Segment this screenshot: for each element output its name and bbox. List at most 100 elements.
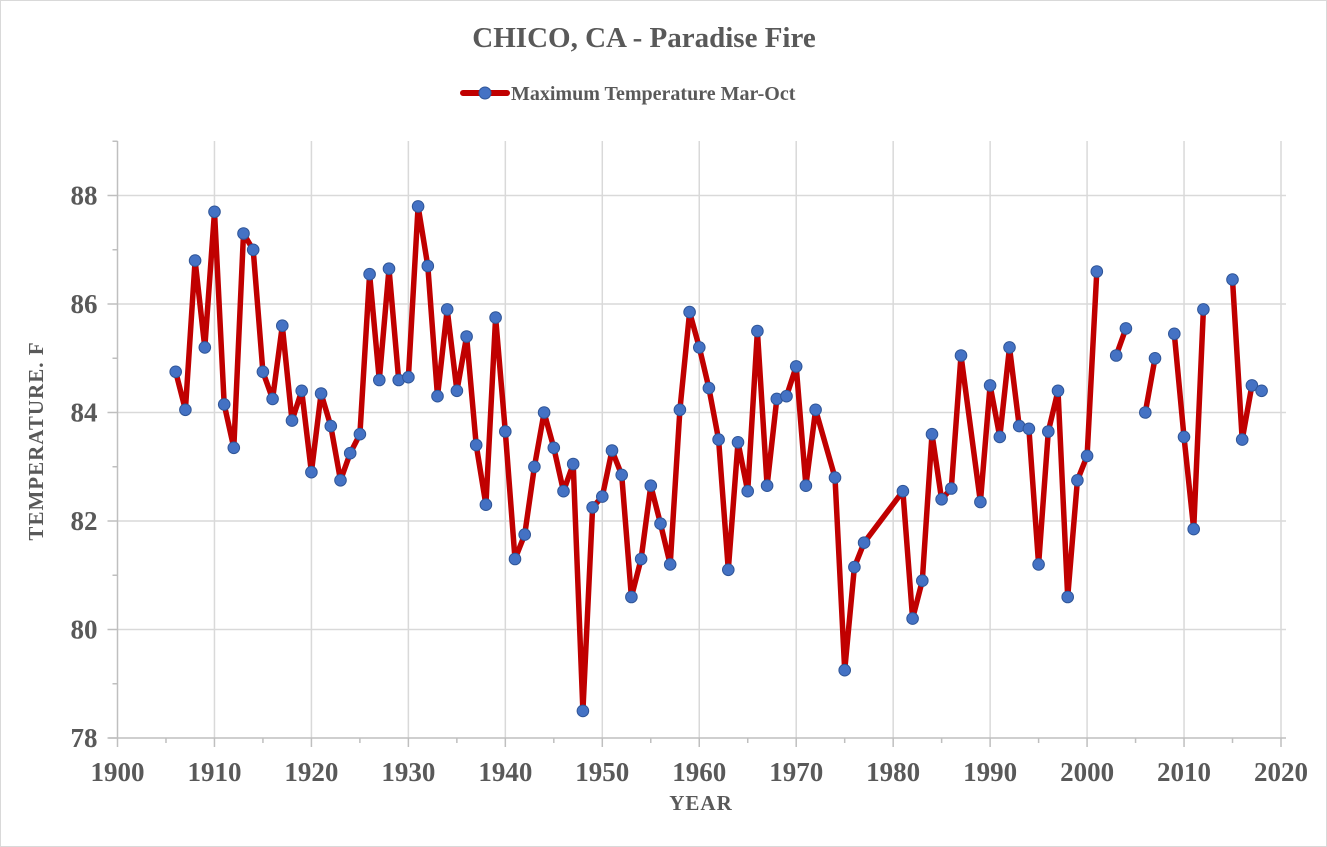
- data-point-marker: [789, 360, 803, 373]
- data-point-marker: [741, 484, 755, 498]
- data-point-marker: [208, 205, 221, 219]
- data-point-marker: [227, 441, 241, 455]
- data-point-marker: [945, 482, 958, 495]
- data-point-marker: [1187, 522, 1200, 536]
- data-point-marker: [722, 563, 735, 577]
- data-point-marker: [363, 267, 376, 281]
- data-point-marker: [198, 341, 212, 354]
- legend-label: Maximum Temperature Mar-Oct: [511, 83, 796, 105]
- data-point-marker: [334, 474, 347, 487]
- x-tick-label: 1910: [187, 757, 241, 787]
- data-point-marker: [295, 384, 309, 398]
- data-point-marker: [1080, 449, 1094, 463]
- data-point-marker: [1090, 265, 1104, 278]
- data-point-marker: [469, 438, 483, 452]
- legend: Maximum Temperature Mar-Oct: [460, 83, 796, 105]
- data-point-marker: [983, 379, 997, 392]
- x-tick-label: 1980: [866, 757, 920, 787]
- data-point-marker: [1061, 590, 1074, 604]
- data-point-marker: [925, 427, 939, 441]
- data-point-marker: [576, 704, 590, 718]
- data-point-marker: [615, 468, 629, 482]
- data-point-marker: [1168, 327, 1181, 341]
- data-point-marker: [169, 365, 182, 379]
- data-point-marker: [411, 200, 425, 213]
- data-point-marker: [373, 373, 386, 387]
- data-point-marker: [683, 305, 696, 319]
- x-tick-label: 2000: [1060, 757, 1114, 787]
- gridlines: [117, 141, 1286, 738]
- data-point-marker: [605, 444, 619, 457]
- data-point-marker: [1003, 341, 1016, 354]
- y-tick-label: 82: [71, 506, 98, 536]
- data-point-marker: [305, 465, 318, 479]
- data-point-marker: [353, 427, 367, 441]
- data-point-marker: [838, 663, 852, 677]
- data-point-marker: [237, 227, 250, 240]
- data-point-marker: [780, 389, 793, 403]
- data-point-marker: [634, 552, 648, 566]
- data-point-marker: [489, 311, 502, 324]
- data-point-marker: [266, 392, 279, 406]
- data-point-marker: [1022, 422, 1036, 436]
- y-tick-label: 86: [71, 289, 98, 319]
- data-point-marker: [537, 406, 551, 419]
- data-point-marker: [935, 493, 948, 506]
- series-line: [172, 203, 1100, 714]
- data-point-marker: [566, 457, 580, 471]
- x-tick-label: 1990: [963, 757, 1017, 787]
- data-point-marker: [799, 479, 813, 493]
- x-tick-label: 2020: [1254, 757, 1308, 787]
- x-axis-title: YEAR: [669, 791, 733, 815]
- data-point-marker: [1226, 273, 1239, 286]
- data-point-marker: [1148, 352, 1162, 365]
- data-point-marker: [809, 403, 822, 417]
- data-point-marker: [654, 517, 667, 531]
- x-tick-label: 1970: [769, 757, 823, 787]
- data-point-marker: [663, 558, 677, 571]
- axes: 78 80 82 84 86 88 1900 1910 1920 1930 1940 1950 1960…: [71, 140, 1308, 787]
- data-point-marker: [479, 498, 493, 512]
- x-tick-label: 1940: [478, 757, 532, 787]
- data-point-marker: [760, 479, 774, 493]
- data-point-marker: [586, 501, 599, 514]
- data-point-marker: [1235, 433, 1249, 446]
- y-tick-label: 78: [71, 723, 98, 753]
- data-point-marker: [857, 536, 871, 550]
- x-tick-label: 1920: [284, 757, 338, 787]
- data-point-marker: [460, 330, 473, 343]
- data-point-marker: [324, 419, 338, 433]
- data-series: [169, 200, 1268, 718]
- data-point-marker: [547, 441, 561, 455]
- data-point-marker: [1245, 379, 1259, 392]
- data-point-marker: [431, 389, 444, 403]
- chart-title: CHICO, CA - Paradise Fire: [472, 22, 816, 54]
- y-tick-label: 84: [71, 398, 98, 428]
- data-point-marker: [508, 552, 522, 566]
- x-tick-label: 1950: [575, 757, 629, 787]
- data-point-marker: [673, 403, 687, 417]
- data-point-marker: [440, 303, 454, 316]
- y-axis-title: TEMPERATURE. F: [24, 341, 48, 540]
- data-point-marker: [343, 446, 357, 460]
- data-point-marker: [382, 262, 396, 276]
- data-point-marker: [246, 243, 260, 257]
- series-line: [1142, 355, 1158, 416]
- data-point-marker: [644, 479, 658, 493]
- data-point-marker: [596, 490, 609, 503]
- data-point-marker: [731, 436, 745, 449]
- data-point-marker: [285, 414, 299, 427]
- x-tick-label: 1960: [672, 757, 726, 787]
- data-point-marker: [557, 484, 570, 498]
- data-point-marker: [1177, 430, 1191, 444]
- data-point-marker: [1119, 322, 1133, 335]
- data-point-marker: [314, 387, 328, 400]
- data-point-marker: [402, 370, 415, 384]
- data-point-marker: [896, 484, 910, 498]
- series-line: [1171, 306, 1207, 532]
- data-point-marker: [1071, 474, 1084, 487]
- data-point-marker: [916, 574, 929, 588]
- data-point-marker: [179, 403, 192, 417]
- data-point-marker: [954, 349, 968, 362]
